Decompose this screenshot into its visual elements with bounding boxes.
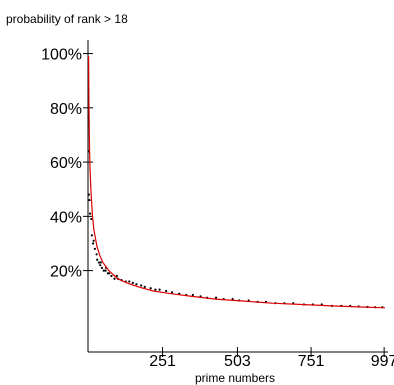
data-point bbox=[107, 272, 111, 275]
fit-curve bbox=[88, 56, 386, 309]
chart-axes bbox=[87, 40, 388, 353]
data-point bbox=[135, 283, 138, 286]
y-tick-label: 20% bbox=[50, 264, 82, 281]
data-point bbox=[92, 239, 95, 242]
x-tick-label: 751 bbox=[298, 353, 325, 370]
data-point bbox=[93, 247, 96, 251]
y-tick-label: 40% bbox=[50, 209, 82, 226]
y-tick-label: 100% bbox=[41, 47, 82, 64]
data-point bbox=[99, 261, 102, 264]
data-point bbox=[87, 193, 90, 196]
chart-ticks: 20% 40% 60% 80% 100% 251 503 751 997 bbox=[41, 47, 394, 370]
y-tick-label: 80% bbox=[50, 101, 82, 118]
data-point bbox=[97, 261, 101, 264]
data-point bbox=[149, 287, 152, 290]
data-point bbox=[113, 277, 116, 280]
data-point bbox=[102, 269, 105, 272]
data-point bbox=[88, 198, 91, 202]
x-tick-label: 503 bbox=[224, 353, 251, 370]
data-point bbox=[191, 293, 194, 297]
data-point bbox=[96, 258, 99, 261]
data-point bbox=[128, 280, 131, 283]
data-point bbox=[110, 274, 113, 278]
x-axis-label: prime numbers bbox=[195, 371, 275, 385]
data-point bbox=[154, 288, 157, 291]
data-point bbox=[158, 288, 161, 291]
data-point bbox=[143, 285, 146, 288]
data-point bbox=[165, 289, 168, 293]
x-tick-label: 251 bbox=[149, 353, 176, 370]
data-point bbox=[90, 217, 93, 221]
chart-marks bbox=[87, 56, 386, 309]
data-point bbox=[88, 212, 92, 215]
data-point bbox=[214, 296, 218, 299]
data-point bbox=[140, 284, 143, 287]
data-point bbox=[99, 264, 102, 267]
data-point bbox=[90, 234, 93, 237]
data-point bbox=[95, 253, 98, 256]
data-point bbox=[131, 281, 134, 284]
x-tick-label: 997 bbox=[371, 353, 394, 370]
data-point bbox=[231, 297, 234, 301]
data-point bbox=[100, 266, 104, 269]
data-point bbox=[170, 291, 174, 294]
y-tick-label: 60% bbox=[50, 155, 82, 172]
data-point bbox=[91, 242, 95, 245]
chart-title: probability of rank > 18 bbox=[6, 12, 128, 26]
data-point bbox=[104, 269, 107, 272]
